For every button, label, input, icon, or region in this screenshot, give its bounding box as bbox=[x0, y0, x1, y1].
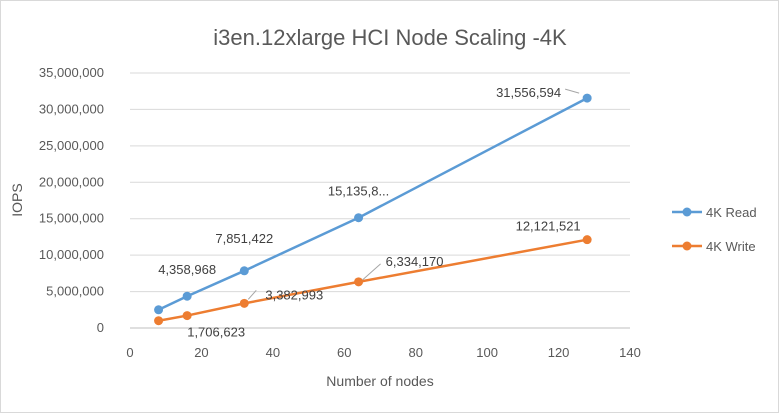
y-tick-label: 5,000,000 bbox=[46, 284, 104, 299]
data-point-write bbox=[582, 235, 592, 245]
label-leader-line bbox=[565, 88, 580, 94]
y-tick-label: 10,000,000 bbox=[39, 247, 104, 262]
data-label: 3,382,993 bbox=[265, 287, 323, 302]
x-tick-label: 60 bbox=[337, 345, 351, 360]
data-point-read bbox=[239, 266, 249, 276]
data-label: 4,358,968 bbox=[158, 262, 216, 277]
data-labels: 4,358,968 7,851,422 15,135,8... 31,556,594 1… bbox=[158, 85, 580, 339]
x-axis-ticks: 0 20 40 60 80 100 120 140 bbox=[126, 345, 640, 360]
chart-title: i3en.12xlarge HCI Node Scaling -4K bbox=[213, 25, 567, 50]
x-tick-label: 40 bbox=[266, 345, 280, 360]
data-point-write bbox=[354, 277, 364, 287]
y-tick-label: 30,000,000 bbox=[39, 101, 104, 116]
data-point-write bbox=[154, 316, 164, 326]
x-axis-label: Number of nodes bbox=[326, 373, 433, 389]
series-group bbox=[154, 93, 592, 326]
y-axis-label: IOPS bbox=[9, 183, 25, 216]
y-tick-label: 15,000,000 bbox=[39, 211, 104, 226]
x-tick-label: 120 bbox=[548, 345, 570, 360]
data-label: 1,706,623 bbox=[187, 325, 245, 340]
y-tick-label: 0 bbox=[97, 320, 104, 335]
y-tick-label: 25,000,000 bbox=[39, 138, 104, 153]
x-tick-label: 80 bbox=[408, 345, 422, 360]
data-point-read bbox=[154, 305, 164, 315]
x-tick-label: 140 bbox=[619, 345, 641, 360]
legend: 4K Read 4K Write bbox=[672, 205, 757, 254]
data-point-read bbox=[354, 213, 364, 223]
data-label: 12,121,521 bbox=[516, 219, 581, 234]
data-point-read bbox=[582, 93, 592, 103]
legend-swatch-marker bbox=[682, 207, 692, 217]
x-tick-label: 0 bbox=[126, 345, 133, 360]
data-point-write bbox=[239, 298, 249, 308]
data-label: 7,851,422 bbox=[215, 231, 273, 246]
label-leader-line bbox=[362, 263, 381, 281]
legend-swatch-marker bbox=[682, 241, 692, 251]
data-label: 31,556,594 bbox=[496, 85, 561, 100]
y-tick-label: 35,000,000 bbox=[39, 65, 104, 80]
legend-label: 4K Write bbox=[706, 239, 756, 254]
y-axis-ticks: 0 5,000,000 10,000,000 15,000,000 20,000,000… bbox=[39, 65, 104, 335]
data-label: 15,135,8... bbox=[328, 184, 389, 199]
gridlines bbox=[130, 72, 630, 329]
data-label: 6,334,170 bbox=[386, 254, 444, 269]
data-point-write bbox=[182, 311, 192, 321]
y-tick-label: 20,000,000 bbox=[39, 174, 104, 189]
label-leader-line bbox=[247, 290, 257, 300]
data-point-read bbox=[182, 291, 192, 301]
legend-label: 4K Read bbox=[706, 205, 757, 220]
x-tick-label: 20 bbox=[194, 345, 208, 360]
x-tick-label: 100 bbox=[476, 345, 498, 360]
